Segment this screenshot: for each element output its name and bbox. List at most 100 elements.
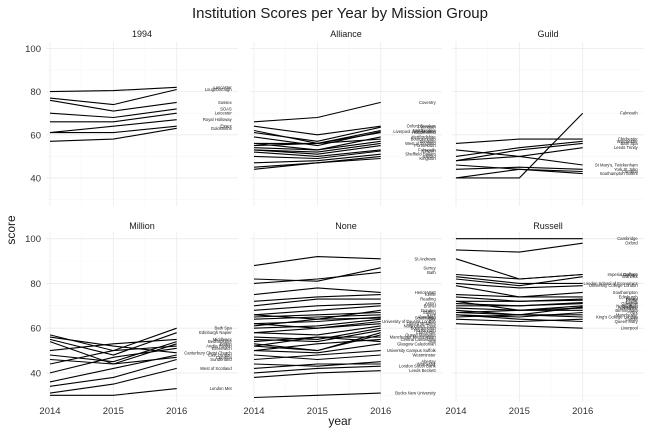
series-line [455, 294, 583, 298]
chart-title: Institution Scores per Year by Mission G… [192, 5, 488, 22]
x-tick-label: 2014 [445, 406, 466, 417]
series-label: Kingston [419, 156, 436, 161]
series-label: Anglia Ruskin [206, 344, 232, 349]
series-line [253, 350, 381, 361]
series-label: Queen Mary [615, 319, 639, 324]
series-label: Northumbria [413, 128, 437, 133]
facet-strip-title: None [335, 221, 357, 231]
x-tick-label: 2016 [572, 406, 593, 417]
series-line [253, 101, 381, 123]
series-line [253, 361, 381, 367]
series-label: Edinburgh Napier [199, 330, 232, 335]
series-label: West of England [405, 141, 436, 146]
series-label: Worcester [417, 361, 437, 366]
series-line [253, 392, 381, 399]
series-line [253, 336, 381, 347]
series-line [253, 142, 381, 153]
series-label: Westminster [413, 353, 437, 358]
series-line [253, 363, 381, 369]
series-line [253, 153, 381, 164]
y-tick-label: 60 [30, 130, 41, 141]
series-label: Chichester [618, 137, 639, 142]
series-label: York St John [614, 167, 638, 172]
series-line [253, 149, 381, 157]
series-line [50, 125, 177, 134]
series-label: Goldsmiths [211, 126, 232, 131]
series-line [253, 365, 381, 374]
series-label: Falmouth [418, 147, 436, 152]
series-line [455, 155, 583, 166]
series-label: Bournemouth [411, 326, 437, 331]
series-label: Loughborough [205, 87, 233, 92]
series-label: London Met [210, 386, 233, 391]
series-label: SOAS [220, 106, 232, 111]
series-line [49, 341, 177, 365]
panel-background [250, 42, 442, 206]
series-label: Manchester Metropolitan [390, 335, 437, 340]
series-label: Surrey [423, 265, 436, 270]
series-label: London South Bank [399, 364, 437, 369]
series-label: Bedfordshire [208, 339, 232, 344]
y-tick-label: 80 [30, 279, 41, 290]
series-line [253, 314, 381, 320]
series-line [455, 168, 583, 179]
series-label: Newcastle [618, 306, 638, 311]
series-line [253, 303, 381, 311]
series-line [456, 112, 584, 179]
x-tick-label: 2015 [509, 406, 530, 417]
y-tick-label: 40 [30, 173, 41, 184]
series-label: Brunel [424, 303, 436, 308]
series-label: St Mary's, Twickenham [595, 163, 638, 168]
series-line [49, 99, 177, 112]
series-line [455, 273, 583, 280]
series-label: Stirling [423, 310, 436, 315]
series-label: Royal Holloway [203, 117, 233, 122]
series-label: Reading [420, 297, 436, 302]
series-line [253, 311, 381, 318]
series-line [253, 305, 381, 316]
series-label: West of Scotland [200, 366, 232, 371]
series-line [253, 125, 381, 136]
series-label: Winchester [617, 139, 639, 144]
series-label: Central Lancashire [401, 337, 437, 342]
series-label: Strathclyde [415, 316, 437, 321]
series-label: East London [208, 353, 232, 358]
series-label: St Andrews [415, 256, 436, 261]
series-label: Bath Spa [214, 326, 232, 331]
series-label: University College London [589, 283, 639, 288]
series-line [253, 325, 381, 336]
y-tick-label: 100 [25, 234, 41, 245]
series-label: Chichester [416, 330, 437, 335]
series-label: Imperial College [607, 272, 638, 277]
series-label: Bath [427, 270, 436, 275]
series-label: Oxford Brookes [407, 321, 436, 326]
series-label: King's College London [596, 315, 638, 320]
series-label: Bolton [220, 341, 233, 346]
series-label: Plymouth [418, 125, 436, 130]
facet-strip-title: Alliance [330, 29, 362, 39]
series-label: Sheffield [621, 304, 638, 309]
series-label: Birmingham [615, 308, 638, 313]
series-label: Falmouth [620, 111, 638, 116]
series-label: Edinburgh [619, 294, 639, 299]
series-line [253, 145, 381, 155]
facet-strip-title: Million [129, 221, 155, 231]
series-line [49, 358, 177, 387]
series-line [49, 341, 177, 363]
series-label: Glasgow [621, 301, 638, 306]
series-label: Aberdeen [418, 315, 437, 320]
series-label: Cumbria [622, 169, 638, 174]
series-line [455, 300, 583, 311]
series-line [253, 271, 381, 284]
series-label: Leicester [215, 111, 233, 116]
series-label: Cambridge [617, 236, 638, 241]
series-label: Aston [425, 301, 436, 306]
series-line [253, 343, 381, 354]
series-line [455, 318, 583, 323]
series-label: Leeds Trinity [614, 145, 639, 150]
series-label: Oxford Brookes [407, 124, 436, 129]
